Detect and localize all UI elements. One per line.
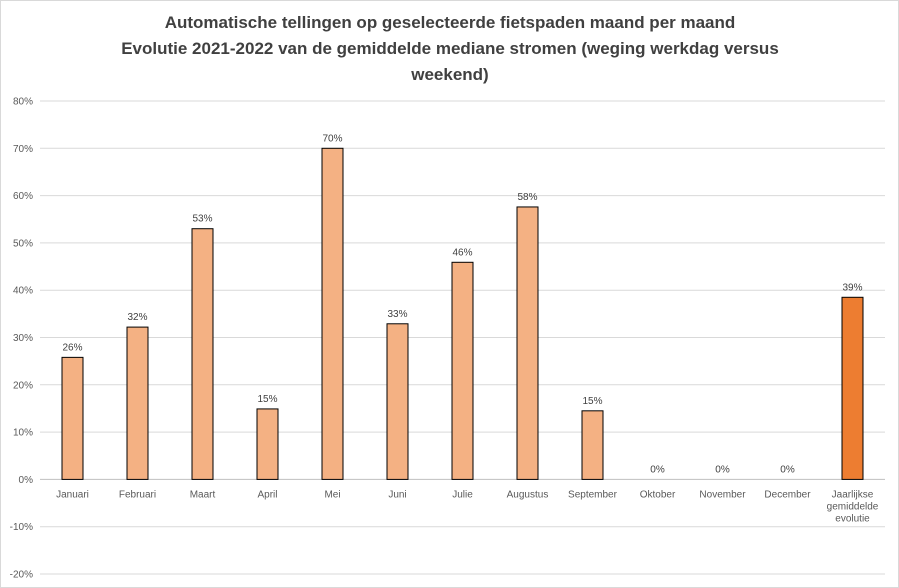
y-tick-label: -10%: [10, 522, 33, 533]
x-tick-label: gemiddelde: [827, 501, 879, 512]
y-tick-label: 70%: [13, 144, 33, 155]
data-label: 53%: [192, 214, 212, 225]
data-label: 33%: [387, 309, 407, 320]
bar: [516, 206, 539, 480]
x-tick-label: Juni: [388, 489, 406, 500]
data-label: 15%: [582, 396, 602, 407]
x-tick-label: Oktober: [640, 489, 676, 500]
data-label: 39%: [842, 282, 862, 293]
data-label: 0%: [780, 464, 795, 475]
bar: [321, 147, 344, 480]
x-tick-label: Januari: [56, 489, 89, 500]
x-tick-label: December: [764, 489, 811, 500]
data-label: 15%: [257, 394, 277, 405]
y-tick-label: -20%: [10, 570, 33, 581]
bar: [386, 323, 409, 480]
data-label: 26%: [62, 342, 82, 353]
x-tick-label: November: [699, 489, 746, 500]
x-tick-label: April: [257, 489, 277, 500]
data-label: 58%: [517, 192, 537, 203]
bar: [841, 296, 864, 480]
bar: [126, 326, 149, 480]
x-tick-label: Julie: [452, 489, 473, 500]
x-tick-label: September: [568, 489, 618, 500]
data-label: 0%: [715, 464, 730, 475]
y-tick-label: 60%: [13, 191, 33, 202]
data-label: 32%: [127, 312, 147, 323]
y-tick-label: 0%: [19, 475, 34, 486]
x-tick-label: Mei: [324, 489, 340, 500]
chart-title-line: weekend): [410, 65, 488, 84]
y-tick-label: 50%: [13, 238, 33, 249]
bar: [61, 356, 84, 480]
chart-title-line: Evolutie 2021-2022 van de gemiddelde med…: [121, 39, 779, 58]
data-label: 46%: [452, 247, 472, 258]
x-tick-label: Jaarlijkse: [832, 489, 874, 500]
x-tick-label: Maart: [190, 489, 216, 500]
x-tick-label: evolutie: [835, 513, 870, 524]
y-tick-label: 30%: [13, 333, 33, 344]
chart-title-line: Automatische tellingen op geselecteerde …: [165, 13, 736, 32]
bar: [256, 408, 279, 480]
x-tick-label: Februari: [119, 489, 156, 500]
data-label: 0%: [650, 464, 665, 475]
x-tick-label: Augustus: [507, 489, 549, 500]
bar: [581, 410, 604, 480]
y-tick-label: 80%: [13, 97, 33, 108]
data-label: 70%: [322, 133, 342, 144]
bar: [451, 261, 474, 480]
y-tick-label: 10%: [13, 428, 33, 439]
y-tick-label: 40%: [13, 286, 33, 297]
bar: [191, 228, 214, 480]
y-tick-label: 20%: [13, 380, 33, 391]
